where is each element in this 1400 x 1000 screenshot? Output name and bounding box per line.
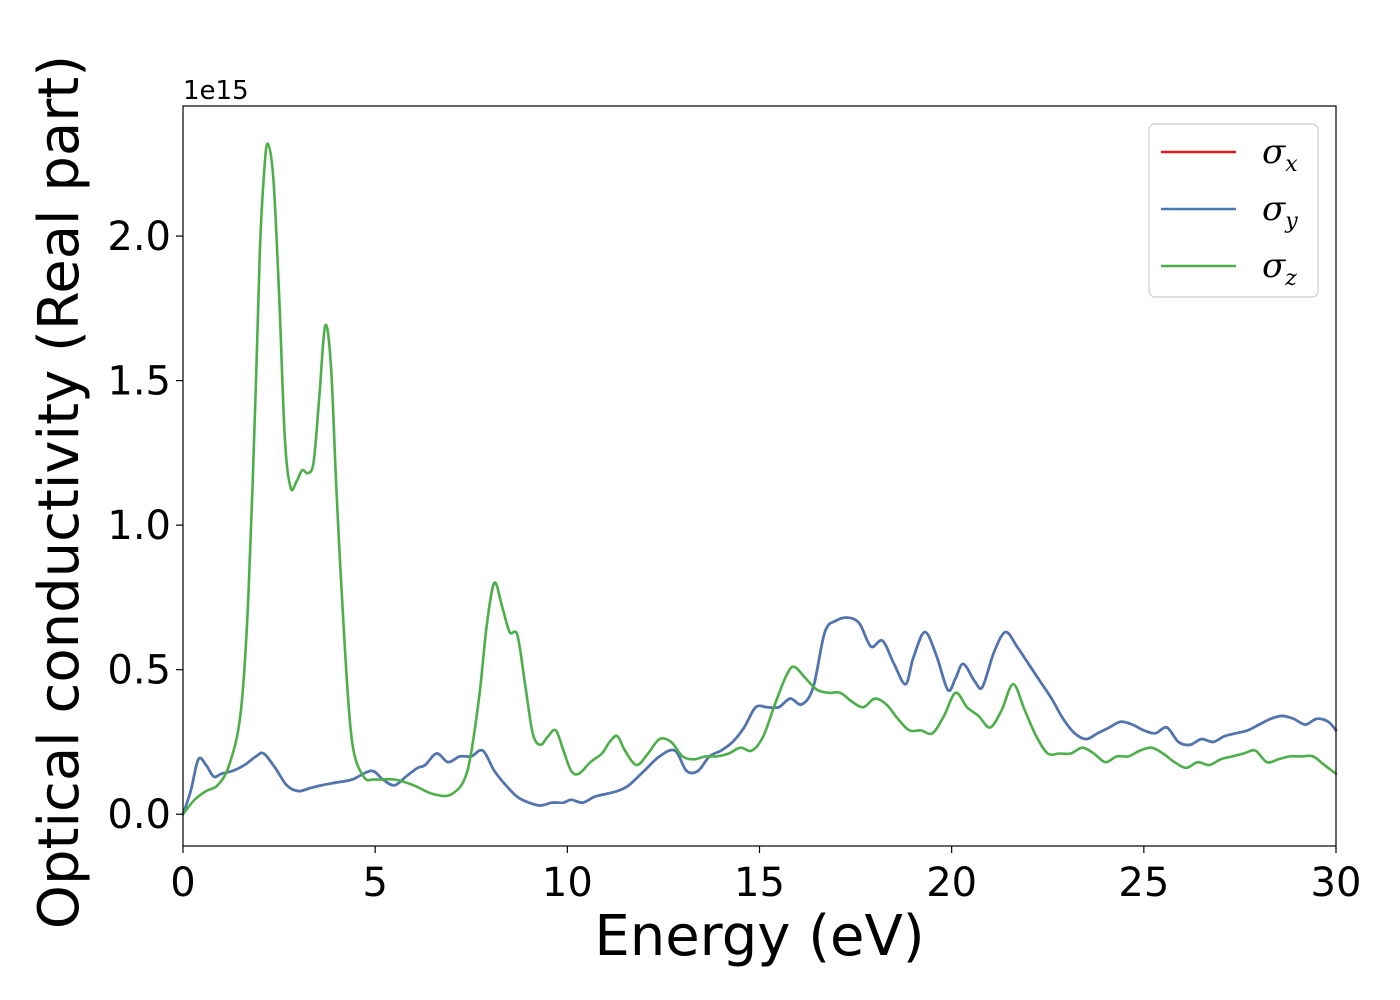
legend-box xyxy=(1148,123,1319,298)
x-tick-label: 5 xyxy=(362,860,387,906)
y-offset-label: 1e15 xyxy=(183,76,249,106)
x-tick-label: 0 xyxy=(170,860,195,906)
x-axis: 0 5 10 15 20 25 30 xyxy=(170,846,1361,906)
x-tick-label: 20 xyxy=(926,860,977,906)
series-line-z xyxy=(181,142,1338,816)
y-axis: 0.0 0.5 1.0 1.5 2.0 xyxy=(107,214,183,838)
x-axis-label: Energy (eV) xyxy=(594,904,924,969)
legend: σx σy σz xyxy=(1148,123,1319,298)
x-tick-label: 30 xyxy=(1311,860,1362,906)
y-tick-label: 0.5 xyxy=(107,648,171,694)
y-tick-label: 1.0 xyxy=(107,503,171,549)
x-tick-label: 25 xyxy=(1118,860,1169,906)
series-layer xyxy=(181,142,1338,816)
legend-label-y: σy xyxy=(1262,189,1298,234)
x-tick-label: 15 xyxy=(734,860,785,906)
x-tick-label: 10 xyxy=(542,860,593,906)
legend-label-z: σz xyxy=(1262,246,1297,291)
series-line-x xyxy=(181,616,1338,816)
y-tick-label: 1.5 xyxy=(107,359,171,405)
y-axis-label: Optical conductivity (Real part) xyxy=(27,55,92,929)
legend-label-x: σx xyxy=(1262,132,1298,177)
series-line-y xyxy=(181,616,1338,816)
y-tick-label: 0.0 xyxy=(107,792,171,838)
y-tick-label: 2.0 xyxy=(107,214,171,260)
